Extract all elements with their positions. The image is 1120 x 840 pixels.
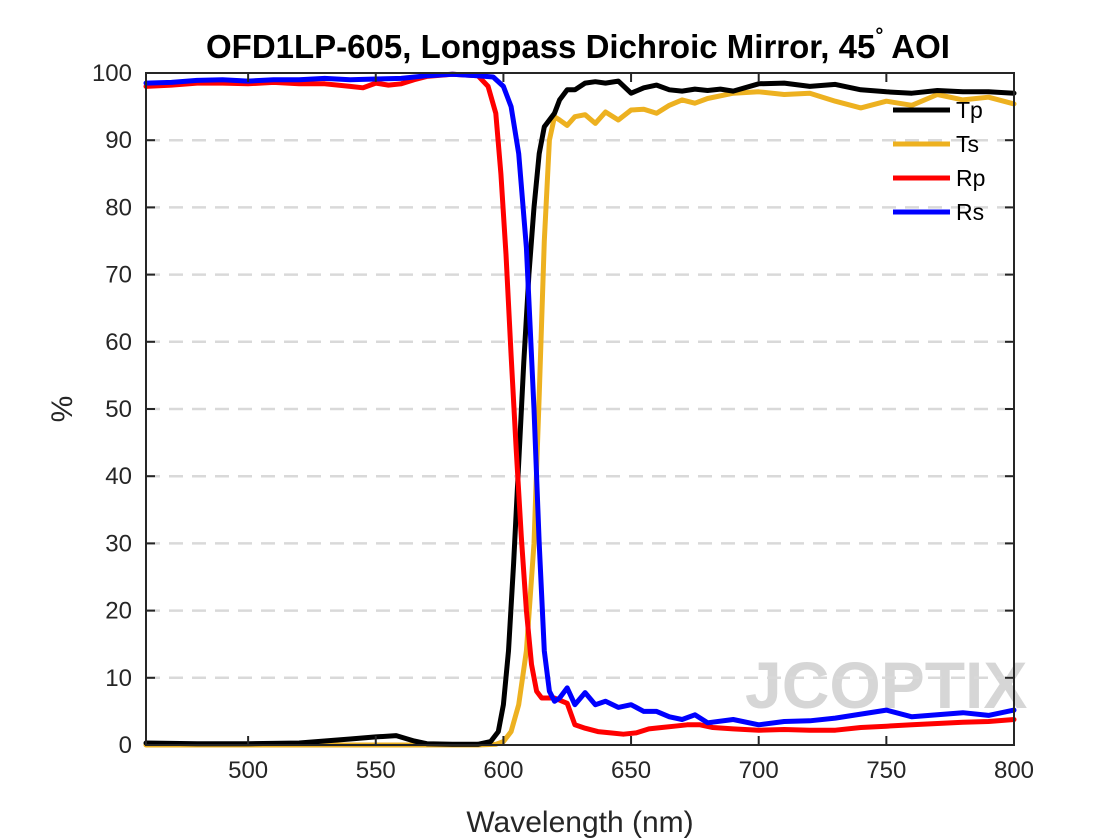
x-tick-label: 700 — [739, 757, 779, 784]
legend-label-tp: Tp — [956, 97, 983, 123]
ticks — [146, 72, 1015, 746]
x-tick-label: 500 — [228, 757, 268, 784]
series-line-rp — [143, 71, 1017, 737]
grid — [146, 138, 1014, 680]
y-tick-label: 20 — [105, 598, 132, 625]
x-tick-label: 750 — [866, 757, 906, 784]
legend-label-ts: Ts — [956, 131, 979, 157]
x-tick-label: 550 — [356, 757, 396, 784]
y-tick-label: 30 — [105, 530, 132, 557]
x-tick-label: 600 — [483, 757, 523, 784]
x-tick-label: 800 — [994, 757, 1034, 784]
chart-title-main: OFD1LP-605, Longpass Dichroic Mirror, 45 — [206, 28, 875, 65]
series-line-rs — [143, 71, 1017, 728]
y-tick-label: 60 — [105, 329, 132, 356]
chart-title: OFD1LP-605, Longpass Dichroic Mirror, 45… — [206, 25, 950, 65]
y-tick-label: 40 — [105, 463, 132, 490]
y-tick-label: 90 — [105, 127, 132, 154]
legend: Tp Ts Rp Rs — [893, 97, 985, 225]
y-tick-label: 10 — [105, 665, 132, 692]
x-tick-label: 650 — [611, 757, 651, 784]
y-tick-label: 100 — [92, 60, 132, 87]
legend-label-rp: Rp — [956, 165, 985, 191]
series-lines — [143, 71, 1017, 748]
tick-labels: 0 10 20 30 40 50 60 70 80 90 100 500 550 600 650 700 750… — [92, 60, 1034, 784]
y-tick-label: 0 — [119, 732, 132, 759]
series-line-ts — [143, 89, 1017, 748]
chart-title-degree: ° — [875, 25, 883, 47]
y-tick-label: 70 — [105, 262, 132, 289]
y-tick-label: 50 — [105, 396, 132, 423]
legend-label-rs: Rs — [956, 199, 984, 225]
y-tick-label: 80 — [105, 194, 132, 221]
series-line-tp — [143, 78, 1017, 747]
y-axis-label: % — [46, 396, 79, 423]
x-axis-label: Wavelength (nm) — [466, 806, 693, 839]
chart-title-suffix: AOI — [883, 28, 950, 65]
